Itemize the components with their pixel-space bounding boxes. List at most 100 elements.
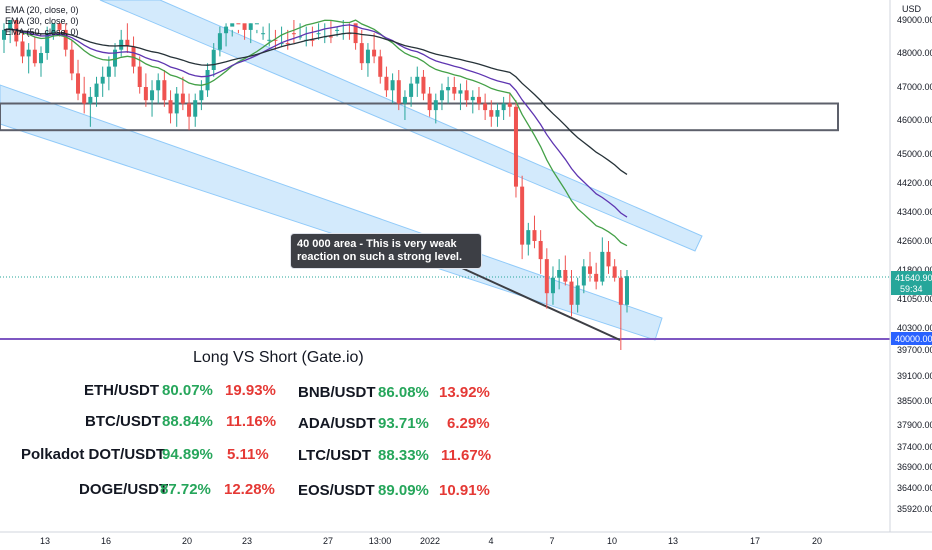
candle-body: [174, 93, 179, 114]
candle-body: [88, 96, 93, 104]
candle-body: [409, 83, 414, 97]
price-tick-label: 39100.00: [897, 371, 932, 381]
candle-body: [51, 23, 56, 34]
price-tick-label: 35920.00: [897, 504, 932, 514]
candle-body: [557, 270, 562, 278]
upper-channel-band: [99, 0, 703, 252]
candle-body: [193, 100, 198, 117]
price-tick-label: 37400.00: [897, 442, 932, 452]
candle-body: [359, 43, 364, 64]
candle-body: [267, 39, 272, 41]
candle-body: [131, 46, 136, 67]
time-axis: 13 16 20 23 27 13:00 2022 4 7 10 13 17 20: [0, 531, 932, 546]
candle-body: [224, 26, 229, 34]
candle-body: [544, 259, 549, 294]
candle-body: [150, 90, 155, 101]
key-level-label: 40000.00: [895, 334, 932, 344]
candle-body: [162, 80, 167, 101]
candle-body: [298, 36, 303, 38]
candle-body: [279, 43, 284, 45]
candle-body: [446, 87, 451, 91]
candle-body: [390, 80, 395, 91]
candle-body: [2, 29, 6, 40]
time-tick-label: 23: [242, 536, 252, 546]
last-price-label: 41640.90: [895, 273, 932, 283]
candle-body: [464, 90, 469, 101]
time-tick-label: 20: [812, 536, 822, 546]
candle-body: [119, 39, 124, 50]
candle-body: [476, 96, 481, 104]
candle-body: [316, 33, 321, 35]
price-tick-label: 47000.00: [897, 82, 932, 92]
candle-body: [217, 33, 222, 50]
candle-body: [452, 87, 457, 94]
price-tick-label: 46000.00: [897, 115, 932, 125]
candle-body: [211, 49, 216, 70]
candle-body: [156, 80, 161, 91]
candle-body: [82, 93, 87, 104]
legend-ema30: EMA (30, close, 0): [5, 16, 79, 26]
candle-body: [94, 83, 99, 97]
candle-body: [199, 90, 204, 101]
price-tick-label: 41050.00: [897, 294, 932, 304]
price-tick-label: 49000.00: [897, 15, 932, 25]
candle-body: [69, 49, 74, 74]
time-tick-label: 27: [323, 536, 333, 546]
candle-body: [285, 43, 290, 45]
candle-body: [273, 39, 278, 41]
time-tick-label: 17: [750, 536, 760, 546]
resistance-zone: [0, 102, 839, 132]
price-tick-label: 40300.00: [897, 323, 932, 333]
candle-body: [137, 66, 142, 87]
candle-body: [205, 70, 210, 91]
candle-body: [236, 23, 241, 25]
candle-body: [439, 90, 444, 101]
candle-body: [563, 270, 568, 282]
last-price-badge: [891, 271, 932, 295]
candle-body: [100, 76, 105, 84]
time-tick-label: 7: [549, 536, 554, 546]
legend-ema50: EMA (50, close, 0): [5, 27, 79, 37]
annotation-callout: 40 000 area - This is very weak reaction…: [290, 233, 482, 269]
ema-layer: [3, 19, 628, 247]
candle-body: [242, 23, 247, 30]
candle-body: [378, 56, 383, 77]
candle-body: [421, 76, 426, 94]
price-tick-label: 36900.00: [897, 462, 932, 472]
candle-body: [581, 266, 586, 286]
candle-body: [415, 76, 420, 84]
candle-body: [550, 277, 555, 294]
candle-body: [384, 76, 389, 91]
candles-layer: [2, 20, 629, 350]
candle-body: [20, 41, 25, 57]
time-tick-label: 13: [40, 536, 50, 546]
candle-body: [168, 100, 173, 114]
candle-body: [402, 96, 407, 104]
candle-body: [538, 241, 543, 260]
candle-body: [45, 33, 50, 53]
candle-body: [587, 266, 592, 274]
candle-body: [261, 33, 266, 35]
candle-body: [489, 110, 494, 117]
axis-unit-label: USD: [902, 4, 922, 14]
indicator-legend: EMA (20, close, 0) EMA (30, close, 0) EM…: [5, 5, 79, 38]
candle-body: [106, 66, 111, 77]
candle-body: [291, 33, 296, 35]
callout-arrow: [439, 257, 621, 341]
candle-body: [187, 103, 192, 117]
legend-ema20: EMA (20, close, 0): [5, 5, 79, 15]
price-tick-label: 36400.00: [897, 483, 932, 493]
candle-body: [39, 53, 44, 64]
resistance-zone-layer: [0, 102, 890, 341]
candle-body: [520, 186, 525, 245]
candle-body: [569, 281, 574, 305]
candle-body: [8, 20, 13, 30]
key-level-badge: [891, 332, 932, 345]
candle-body: [526, 230, 531, 245]
price-tick-label: 38500.00: [897, 396, 932, 406]
time-tick-label: 16: [101, 536, 111, 546]
candle-body: [76, 73, 81, 94]
